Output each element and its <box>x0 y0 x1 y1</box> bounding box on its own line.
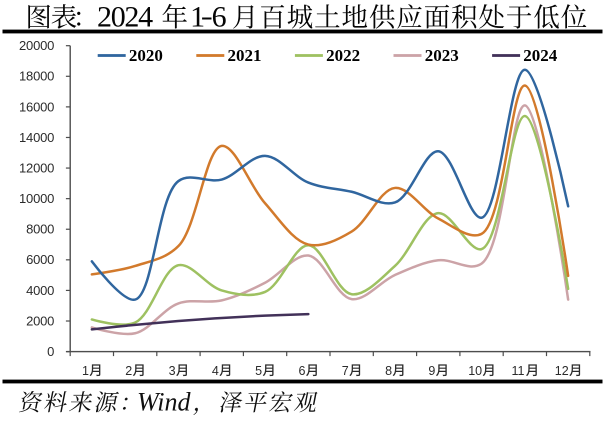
svg-text:4: 4 <box>212 364 219 378</box>
svg-text:10: 10 <box>468 364 482 378</box>
svg-text:2: 2 <box>124 1 139 34</box>
svg-text:16000: 16000 <box>19 99 54 114</box>
svg-text:2024: 2024 <box>523 46 558 65</box>
svg-text:6: 6 <box>212 1 227 34</box>
svg-text:20000: 20000 <box>19 38 54 53</box>
svg-text:2: 2 <box>97 1 112 34</box>
svg-text:9: 9 <box>428 364 435 378</box>
svg-text:2023: 2023 <box>425 46 459 65</box>
svg-text:6: 6 <box>298 364 305 378</box>
svg-text:18000: 18000 <box>19 69 54 84</box>
svg-text:6000: 6000 <box>26 252 54 267</box>
svg-text:8000: 8000 <box>26 222 54 237</box>
svg-text:2: 2 <box>125 364 132 378</box>
svg-text:7: 7 <box>342 364 349 378</box>
svg-text:2022: 2022 <box>326 46 360 65</box>
svg-text:0: 0 <box>111 1 126 34</box>
svg-text:4000: 4000 <box>26 283 54 298</box>
svg-text:4: 4 <box>138 1 153 34</box>
svg-text:Wind: Wind <box>137 388 191 417</box>
svg-text:10000: 10000 <box>19 191 54 206</box>
svg-text:12000: 12000 <box>19 160 54 175</box>
svg-text:1: 1 <box>82 364 89 378</box>
svg-text:11: 11 <box>512 364 525 378</box>
svg-text:0: 0 <box>47 344 54 359</box>
svg-text:2020: 2020 <box>129 46 163 65</box>
svg-text:1: 1 <box>190 1 205 34</box>
svg-text:3: 3 <box>169 364 176 378</box>
svg-text:2000: 2000 <box>26 313 54 328</box>
svg-text:14000: 14000 <box>19 130 54 145</box>
svg-text:12: 12 <box>555 364 569 378</box>
svg-text:5: 5 <box>255 364 262 378</box>
svg-text:2021: 2021 <box>228 46 262 65</box>
svg-text:8: 8 <box>385 364 392 378</box>
